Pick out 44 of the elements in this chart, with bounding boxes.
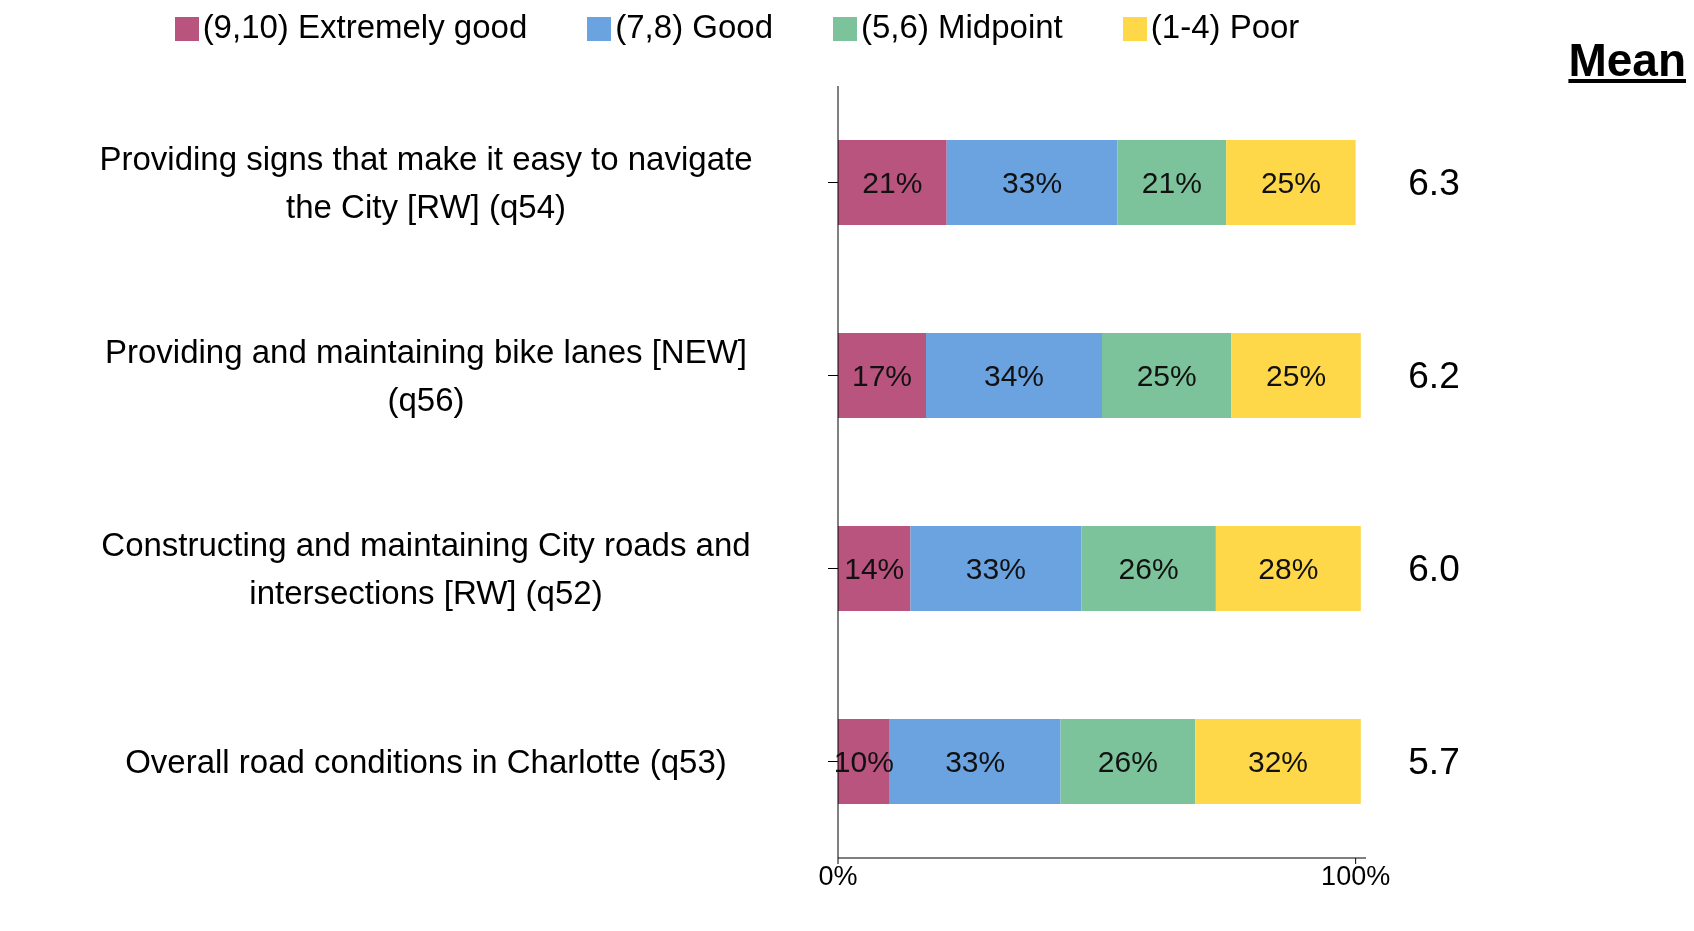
data-label: 33% bbox=[1002, 165, 1063, 199]
data-label: 34% bbox=[983, 358, 1045, 392]
legend-label: (5,6) Midpoint bbox=[861, 8, 1063, 45]
text: 6.2 bbox=[1408, 354, 1460, 396]
data-label: 14% bbox=[844, 551, 905, 585]
bar bbox=[1195, 719, 1361, 805]
bar bbox=[838, 140, 947, 226]
legend-label: (9,10) Extremely good bbox=[202, 8, 528, 45]
data-label: 26% bbox=[1118, 551, 1179, 585]
bar bbox=[1231, 333, 1361, 419]
data-label: 25% bbox=[1260, 165, 1321, 199]
data-label: 21% bbox=[1141, 165, 1202, 199]
bar bbox=[1226, 140, 1356, 226]
text: 5.7 bbox=[1408, 740, 1460, 782]
data-label: 28% bbox=[1258, 551, 1319, 585]
data-label: 32% bbox=[1247, 744, 1309, 778]
x-tick-label: 100% bbox=[1321, 861, 1391, 892]
y-tick-label: Constructing and maintaining City roads and intersections [RW] (q52) bbox=[101, 525, 751, 611]
bar bbox=[910, 526, 1082, 612]
y-tick-label: Overall road conditions in Charlotte (q53) bbox=[125, 742, 727, 780]
y-tick-label: Providing signs that make it easy to navigate the City [RW] (q54) bbox=[99, 139, 753, 225]
bar bbox=[1215, 526, 1361, 612]
data-label: 25% bbox=[1266, 358, 1327, 392]
bar bbox=[926, 333, 1102, 419]
bar bbox=[1102, 333, 1232, 419]
text: Mean bbox=[1568, 33, 1686, 87]
legend-label: (1-4) Poor bbox=[1150, 8, 1300, 45]
bar bbox=[838, 333, 926, 419]
data-label: 33% bbox=[945, 744, 1006, 778]
legend-label: (7,8) Good bbox=[615, 8, 774, 45]
bar bbox=[1081, 526, 1216, 612]
data-label: 21% bbox=[862, 165, 923, 199]
bar bbox=[1117, 140, 1227, 226]
data-label: 25% bbox=[1136, 358, 1197, 392]
text: 6.3 bbox=[1408, 161, 1460, 203]
data-label: 26% bbox=[1097, 744, 1158, 778]
bar bbox=[946, 140, 1118, 226]
bar bbox=[838, 526, 911, 612]
text: 6.0 bbox=[1408, 547, 1460, 589]
y-tick-label: Providing and maintaining bike lanes [NEW] (q56) bbox=[104, 332, 748, 418]
data-label: 33% bbox=[965, 551, 1026, 585]
x-tick-label: 0% bbox=[818, 861, 858, 892]
bar bbox=[1060, 719, 1196, 805]
data-label: 17% bbox=[851, 358, 913, 392]
